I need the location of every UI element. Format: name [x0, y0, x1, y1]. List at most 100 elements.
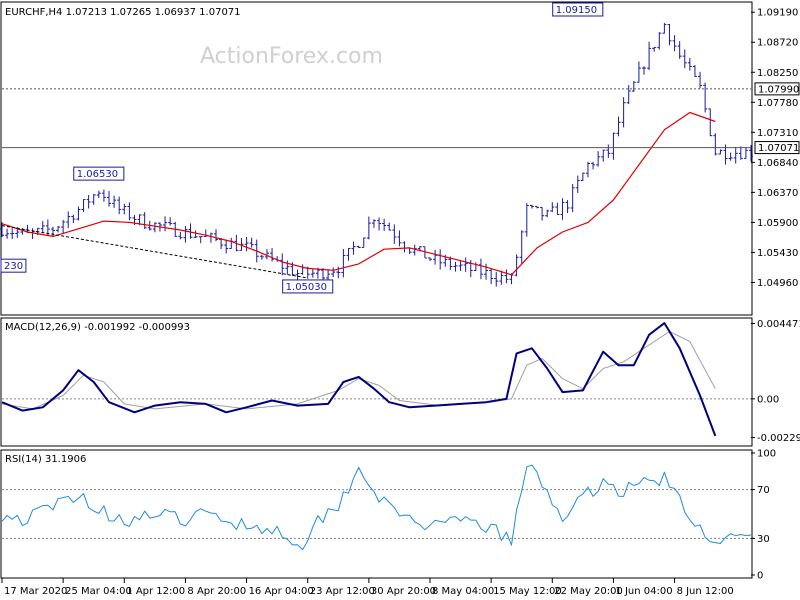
- price-bar: [214, 229, 218, 242]
- price-bar: [264, 249, 269, 260]
- rsi-y-tick-label-0: 100: [757, 449, 776, 460]
- price-bar: [662, 23, 667, 34]
- price-bar: [636, 61, 641, 83]
- macd-y-tick-label-1: 0.00: [757, 394, 779, 405]
- price-bar: [514, 254, 519, 277]
- level-price-box-0: [754, 82, 800, 96]
- price-bar: [66, 211, 71, 229]
- price-bar: [601, 149, 606, 162]
- price-bar: [499, 270, 504, 285]
- annotation-box-3: [0, 258, 27, 273]
- price-bar: [718, 149, 723, 155]
- price-bar: [682, 49, 687, 69]
- price-bar: [127, 202, 132, 221]
- price-bar: [458, 260, 463, 272]
- price-bar: [698, 71, 703, 89]
- x-tick-label-1: 25 Mar 04:00: [65, 586, 132, 597]
- price-bar: [728, 152, 733, 161]
- rsi-panel-title: RSI(14) 31.1906: [5, 454, 86, 465]
- price-bar: [631, 81, 636, 92]
- price-bar: [606, 144, 611, 158]
- price-bar: [529, 204, 534, 209]
- price-bar: [733, 146, 738, 164]
- price-bar: [555, 202, 560, 215]
- price-bar: [371, 219, 376, 228]
- annotation-label-2: 1.05030: [286, 282, 327, 293]
- price-y-tick-label-8: 1.05430: [757, 248, 798, 259]
- price-bar: [45, 219, 50, 236]
- price-bar: [81, 199, 86, 213]
- price-bar: [611, 132, 616, 160]
- price-bar: [5, 228, 10, 239]
- price-bar: [703, 82, 708, 113]
- price-bar: [107, 190, 111, 207]
- price-bar: [713, 133, 718, 156]
- x-tick-label-2: 1 Apr 12:00: [126, 586, 185, 597]
- price-y-tick-label-1: 1.08720: [757, 38, 798, 49]
- x-tick-label-4: 16 Apr 04:00: [249, 586, 314, 597]
- price-bar: [71, 214, 76, 224]
- price-bar: [428, 257, 432, 261]
- macd-y-axis: 0.004471 0.00 -0.002299: [751, 319, 800, 444]
- x-tick-label-8: 15 May 12:00: [493, 586, 562, 597]
- x-tick-label-6: 30 Apr 20:00: [371, 586, 436, 597]
- level-price-box-1: [754, 141, 800, 155]
- price-bar: [193, 230, 198, 239]
- rsi-panel: RSI(14) 31.1906 100 70 30 0: [0, 449, 776, 582]
- annotation-label-0: 1.09150: [556, 5, 597, 16]
- annotation-label-3: 230: [4, 261, 23, 272]
- price-annotations: 1.09150 1.06530 1.05030 230: [0, 2, 604, 294]
- price-bar: [361, 237, 366, 248]
- level-price-label-0: 1.07990: [758, 84, 799, 95]
- watermark: ActionForex.com: [200, 44, 383, 69]
- price-bar: [76, 206, 81, 221]
- support-trendline: [1, 225, 308, 279]
- price-bar: [101, 189, 106, 202]
- price-y-tick-label-9: 1.04960: [757, 278, 798, 289]
- price-bar: [224, 239, 229, 254]
- price-bar: [346, 247, 351, 261]
- annotation-box-0: [552, 2, 604, 17]
- rsi-line: [1, 464, 752, 551]
- macd-panel-frame: [0, 317, 753, 447]
- price-bar: [249, 237, 254, 248]
- price-bar: [326, 269, 331, 280]
- price-bar: [117, 196, 122, 215]
- price-bar: [142, 212, 147, 229]
- price-bar: [295, 269, 300, 281]
- price-bar: [91, 193, 96, 205]
- price-bar: [540, 206, 545, 221]
- rsi-y-tick-label-3: 0: [757, 571, 763, 582]
- price-bar: [494, 272, 499, 287]
- price-bar: [351, 241, 356, 255]
- price-y-tick-label-3: 1.07780: [757, 98, 798, 109]
- price-bar: [672, 35, 677, 52]
- price-bar: [596, 151, 601, 167]
- price-panel-frame: [0, 1, 753, 316]
- price-bar: [56, 226, 61, 233]
- price-bar: [392, 224, 397, 244]
- price-bar: [580, 172, 585, 182]
- price-bar: [647, 41, 652, 71]
- price-panel-title: EURCHF,H4 1.07213 1.07265 1.06937 1.0707…: [5, 7, 241, 18]
- price-bar: [310, 269, 315, 278]
- price-bar: [183, 226, 188, 243]
- price-bar: [524, 203, 529, 237]
- price-bar: [626, 84, 631, 105]
- x-tick-label-9: 22 May 20:00: [554, 586, 623, 597]
- price-bar: [642, 66, 646, 75]
- price-bar: [86, 194, 91, 209]
- price-bar: [677, 41, 682, 59]
- price-bar: [280, 253, 285, 276]
- rsi-y-tick-label-1: 70: [757, 485, 770, 496]
- annotation-box-1: [73, 166, 125, 181]
- price-bar: [387, 222, 392, 231]
- annotation-box-2: [282, 279, 334, 294]
- price-bar: [484, 263, 489, 280]
- x-tick-label-0: 17 Mar 2020: [4, 586, 67, 597]
- macd-y-tick-label-2: -0.002299: [757, 433, 800, 444]
- macd-lines: [1, 322, 751, 437]
- price-bar: [489, 268, 494, 285]
- price-bar: [0, 222, 4, 238]
